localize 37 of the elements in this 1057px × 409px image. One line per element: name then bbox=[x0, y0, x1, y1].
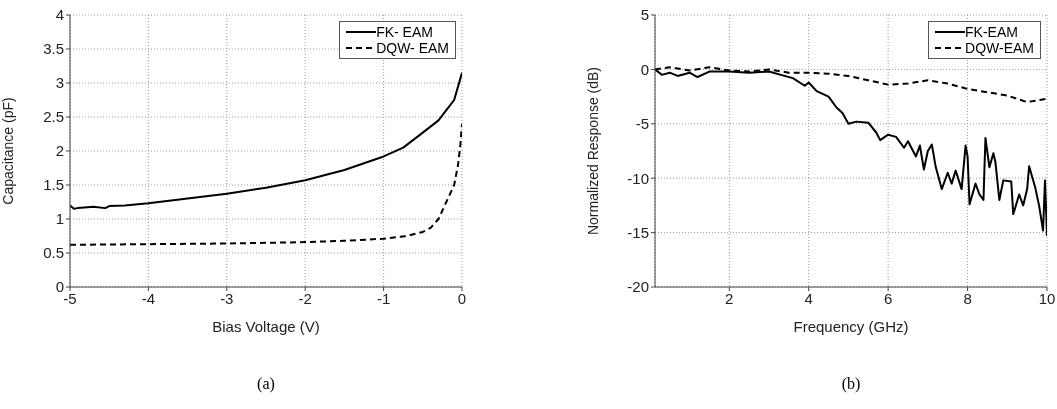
x-tick-label: -4 bbox=[141, 289, 156, 307]
x-axis-title: Frequency (GHz) bbox=[793, 318, 909, 335]
y-tick-label: 2 bbox=[55, 142, 64, 160]
y-tick-label: 0 bbox=[640, 60, 649, 78]
x-tick-label: 8 bbox=[963, 289, 972, 307]
legend-label: DQW-EAM bbox=[965, 40, 1034, 56]
line-series bbox=[70, 122, 462, 246]
x-tick-label: -2 bbox=[298, 289, 312, 307]
y-tick-label: 1 bbox=[55, 210, 64, 228]
y-tick-label: -20 bbox=[627, 278, 649, 296]
y-tick-label: -5 bbox=[635, 115, 649, 133]
x-tick-label: 4 bbox=[804, 289, 813, 307]
y-tick-label: 1.5 bbox=[43, 176, 64, 194]
legend-label: FK- EAM bbox=[376, 24, 433, 40]
y-tick-label: -10 bbox=[627, 169, 649, 187]
y-tick-label: 3 bbox=[55, 74, 64, 92]
x-tick-label: -1 bbox=[376, 289, 391, 307]
y-tick-label: 3.5 bbox=[43, 40, 64, 58]
y-tick-label: 4 bbox=[55, 6, 64, 24]
y-tick-label: 5 bbox=[640, 6, 649, 24]
y-tick-label: 0.5 bbox=[43, 244, 64, 262]
x-tick-label: 0 bbox=[457, 289, 467, 307]
legend-label: DQW- EAM bbox=[376, 40, 449, 56]
y-tick-label: 0 bbox=[55, 278, 64, 296]
y-tick-label: 2.5 bbox=[43, 108, 64, 126]
legend-label: FK-EAM bbox=[965, 24, 1018, 40]
text: (b) bbox=[840, 375, 862, 393]
line-series bbox=[70, 71, 462, 210]
x-axis-title: Bias Voltage (V) bbox=[212, 318, 320, 335]
y-axis-title: Capacitance (pF) bbox=[0, 97, 16, 205]
x-tick-label: 2 bbox=[725, 289, 734, 307]
y-axis-title: Normalized Response (dB) bbox=[584, 66, 601, 236]
x-tick-label: -3 bbox=[220, 289, 234, 307]
x-tick-label: 10 bbox=[1038, 289, 1056, 307]
x-tick-label: 6 bbox=[883, 289, 893, 307]
text: (a) bbox=[256, 375, 276, 393]
y-tick-label: -15 bbox=[627, 223, 649, 241]
